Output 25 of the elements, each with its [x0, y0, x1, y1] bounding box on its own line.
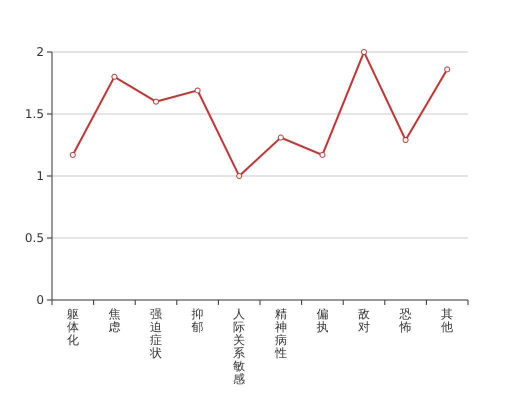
x-tick-label: 偏执 [316, 307, 328, 334]
point [153, 98, 159, 105]
point [111, 74, 118, 80]
point [361, 49, 367, 55]
x-tick-label: 人际关系敏感 [233, 307, 246, 386]
x-tick-label: 恐怖 [398, 307, 412, 334]
y-tick-label: 1.5 [24, 107, 44, 121]
point [319, 152, 326, 158]
y-tick-label: 0 [36, 293, 44, 307]
y-tick-label: 0.5 [24, 231, 44, 245]
x-tick-label: 强迫症状 [149, 307, 162, 360]
point [402, 137, 409, 144]
x-tick-label: 敌对 [358, 307, 370, 334]
y-tick-label: 1 [36, 169, 44, 183]
point [70, 152, 76, 158]
point [278, 134, 284, 141]
x-tick-label: 躯体化 [66, 307, 79, 347]
x-tick-label: 焦虑 [108, 307, 120, 334]
point [194, 87, 201, 94]
x-tick-label: 抑郁 [192, 307, 204, 334]
y-tick-label: 2 [36, 45, 44, 59]
x-tick-label: 其他 [441, 307, 454, 334]
point [444, 66, 450, 72]
point [236, 173, 242, 179]
x-tick-label: 精神病性 [274, 307, 287, 360]
